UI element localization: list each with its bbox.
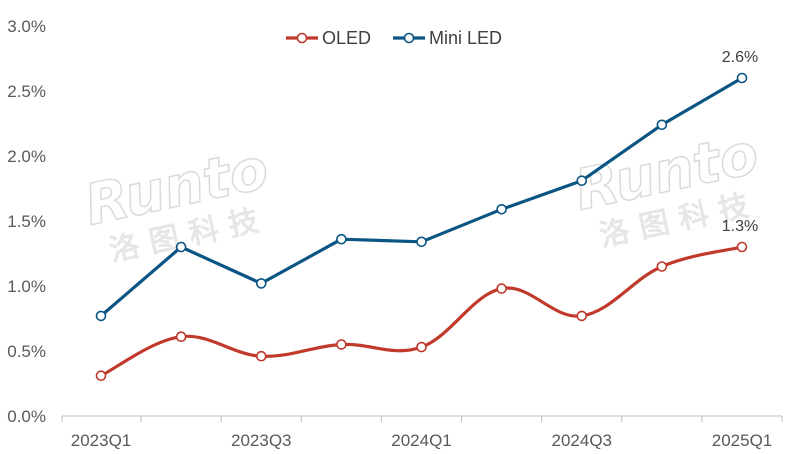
y-tick-label: 0.5% (7, 342, 46, 361)
legend-marker-oled (296, 32, 308, 44)
y-tick-label: 1.0% (7, 277, 46, 296)
series-line-oled (100, 245, 743, 378)
labels-group: 2.6% 1.3% (722, 49, 758, 235)
data-point-mini-led (175, 241, 187, 253)
data-point-oled (656, 261, 668, 272)
data-point-oled (576, 310, 588, 322)
legend-label-oled: OLED (322, 28, 371, 48)
y-tick-label: 0.0% (7, 407, 46, 426)
series-group (95, 72, 748, 382)
x-tick-label: 2024Q3 (552, 431, 613, 450)
legend: OLED Mini LED (286, 28, 502, 48)
data-point-mini-led (336, 233, 347, 245)
data-point-mini-led (656, 119, 668, 131)
axes-group: 0.0% 0.5% 1.0% 1.5% 2.0% 2.5% 3.0% 2023Q1 2023Q3… (7, 17, 783, 450)
data-point-oled (175, 331, 187, 343)
data-label-oled: 1.3% (722, 218, 758, 235)
data-point-mini-led (95, 310, 107, 322)
data-point-oled (416, 341, 427, 353)
data-point-oled (736, 241, 748, 253)
y-tick-label: 1.5% (7, 212, 46, 231)
y-tick-label: 3.0% (7, 17, 46, 36)
data-point-mini-led (736, 72, 748, 84)
data-label-mini-led: 2.6% (722, 49, 758, 66)
x-tick-label: 2025Q1 (712, 431, 773, 450)
legend-label-mini-led: Mini LED (429, 28, 502, 48)
data-point-mini-led (576, 175, 588, 186)
data-point-oled (336, 339, 347, 350)
data-point-mini-led (496, 204, 507, 215)
data-point-mini-led (255, 278, 267, 289)
y-tick-label: 2.5% (7, 82, 46, 101)
data-point-oled (496, 283, 507, 294)
x-tick-label: 2023Q3 (231, 431, 292, 450)
y-tick-label: 2.0% (7, 147, 46, 166)
data-point-mini-led (416, 236, 427, 248)
legend-marker-mini-led (403, 32, 415, 44)
data-point-oled (95, 370, 107, 382)
x-tick-label: 2023Q1 (71, 431, 132, 450)
data-point-oled (255, 350, 267, 362)
x-tick-label: 2024Q1 (391, 431, 452, 450)
